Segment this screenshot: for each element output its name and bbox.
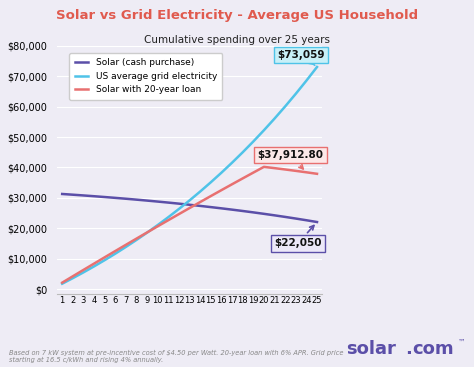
- Text: Solar vs Grid Electricity - Average US Household: Solar vs Grid Electricity - Average US H…: [56, 9, 418, 22]
- Text: com: com: [412, 340, 454, 358]
- Legend: Solar (cash purchase), US average grid electricity, Solar with 20-year loan: Solar (cash purchase), US average grid e…: [69, 53, 222, 100]
- Text: .: .: [405, 340, 412, 358]
- Text: $37,912.80: $37,912.80: [257, 150, 323, 169]
- Text: $22,050: $22,050: [274, 225, 322, 248]
- Text: Based on 7 kW system at pre-incentive cost of $4.50 per Watt. 20-year loan with : Based on 7 kW system at pre-incentive co…: [9, 350, 344, 363]
- Text: $73,059: $73,059: [277, 50, 325, 65]
- Text: Cumulative spending over 25 years: Cumulative spending over 25 years: [144, 35, 330, 45]
- Text: solar: solar: [346, 340, 396, 358]
- Text: ™: ™: [457, 338, 465, 347]
